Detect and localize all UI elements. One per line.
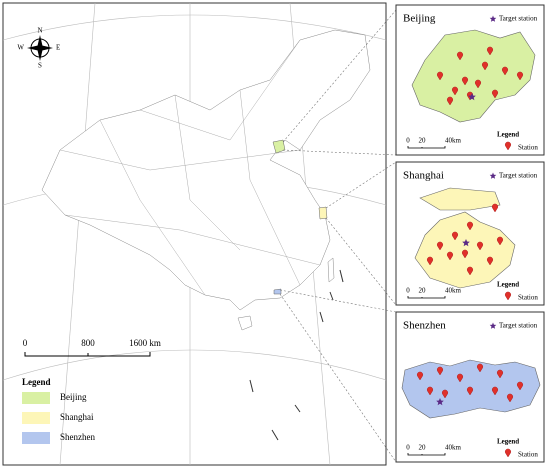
taiwan xyxy=(327,257,335,283)
inset-frame xyxy=(395,311,545,463)
main-map-frame xyxy=(2,2,387,466)
inset-frame xyxy=(395,4,545,156)
station-marker xyxy=(497,236,503,246)
inset-scale-bar xyxy=(407,296,446,299)
station-marker xyxy=(467,386,473,396)
scale-label: 0 xyxy=(23,338,28,348)
station-marker xyxy=(437,241,443,251)
station-marker xyxy=(437,366,443,376)
compass-s: S xyxy=(38,62,42,70)
insets: Beijing Target station Legend Station 0 20 40k… xyxy=(395,4,545,463)
station-marker xyxy=(477,363,483,373)
station-marker xyxy=(437,71,443,81)
legend-swatch xyxy=(22,392,50,404)
target-station-marker xyxy=(489,15,497,22)
station-marker xyxy=(467,266,473,276)
hainan xyxy=(237,315,253,331)
inset-scale-label: 20 xyxy=(419,137,427,145)
legend-swatch xyxy=(22,432,50,444)
scale-bar xyxy=(24,352,151,357)
legend-title: Legend xyxy=(22,377,51,387)
station-marker xyxy=(517,381,523,391)
compass-e: E xyxy=(56,44,60,52)
station-marker xyxy=(487,46,493,56)
inset-scale-label: 40km xyxy=(445,137,462,145)
station-marker xyxy=(492,89,498,99)
station-marker xyxy=(492,386,498,396)
station-marker xyxy=(467,221,473,231)
station-marker xyxy=(427,386,433,396)
station-marker xyxy=(505,448,511,458)
target-label: Target station xyxy=(499,322,538,330)
inset-scale-label: 20 xyxy=(419,287,427,295)
station-marker xyxy=(517,71,523,81)
station-marker xyxy=(417,371,423,381)
scale-label: 800 xyxy=(81,338,95,348)
compass-w: W xyxy=(17,44,24,52)
inset-legend-title: Legend xyxy=(497,438,519,446)
inset-legend-title: Legend xyxy=(497,281,519,289)
inset-scale-label: 0 xyxy=(406,287,410,295)
station-marker xyxy=(452,231,458,241)
station-label: Station xyxy=(518,451,538,459)
islands xyxy=(249,269,344,441)
station-marker xyxy=(482,61,488,71)
legend-label: Shanghai xyxy=(60,412,94,422)
inset-title: Shanghai xyxy=(403,170,444,182)
inset-title: Beijing xyxy=(403,13,436,25)
station-marker xyxy=(447,96,453,106)
station-marker xyxy=(427,256,433,266)
station-marker xyxy=(457,51,463,61)
station-marker xyxy=(487,256,493,266)
inset-scale-label: 40km xyxy=(445,287,462,295)
station-marker xyxy=(447,251,453,261)
inset-scale-bar xyxy=(407,146,446,149)
inset-scale-bar xyxy=(407,453,446,456)
inset-legend-title: Legend xyxy=(497,131,519,139)
station-label: Station xyxy=(518,294,538,302)
inset-scale-label: 40km xyxy=(445,444,462,452)
station-marker xyxy=(505,141,511,151)
china-outline xyxy=(41,29,371,311)
station-marker xyxy=(507,393,513,403)
station-marker xyxy=(442,389,448,399)
province-borders xyxy=(59,39,321,296)
station-marker xyxy=(462,76,468,86)
legend-label: Beijing xyxy=(60,392,87,402)
station-marker xyxy=(502,66,508,76)
shanghai-highlight xyxy=(318,206,328,220)
station-marker xyxy=(452,86,458,96)
station-marker xyxy=(457,373,463,383)
station-marker xyxy=(477,241,483,251)
compass-n: N xyxy=(37,27,42,35)
inset-frame xyxy=(395,161,545,306)
target-label: Target station xyxy=(499,15,538,23)
shenzhen-highlight xyxy=(273,288,282,295)
inset-region xyxy=(411,29,536,123)
legend-label: Shenzhen xyxy=(60,432,95,442)
inset-scale-label: 0 xyxy=(406,137,410,145)
station-marker xyxy=(475,79,481,89)
inset-title: Shenzhen xyxy=(403,320,446,332)
compass xyxy=(27,35,53,61)
connectors xyxy=(279,9,397,463)
station-marker xyxy=(505,291,511,301)
station-marker xyxy=(462,249,468,259)
target-label: Target station xyxy=(499,172,538,180)
station-label: Station xyxy=(518,144,538,152)
legend-swatch xyxy=(22,412,50,424)
inset-scale-label: 20 xyxy=(419,444,427,452)
target-station-marker xyxy=(489,172,497,179)
station-marker xyxy=(492,203,498,213)
target-station-marker xyxy=(462,239,470,247)
inset-scale-label: 0 xyxy=(406,444,410,452)
target-station-marker xyxy=(489,322,497,329)
scale-label: 1600 km xyxy=(129,338,161,348)
target-station-marker xyxy=(468,93,476,101)
station-marker xyxy=(497,369,503,379)
target-station-marker xyxy=(436,398,444,406)
legend: Beijing Shanghai Shenzhen xyxy=(22,392,95,444)
